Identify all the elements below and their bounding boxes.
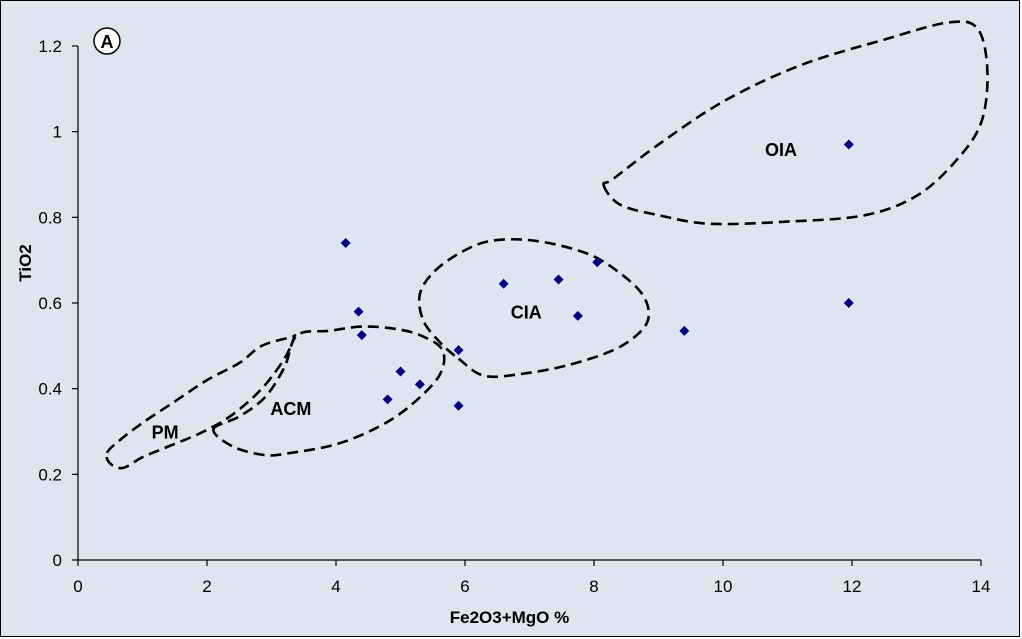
- data-point: [498, 278, 509, 289]
- data-point: [453, 345, 464, 356]
- data-point: [592, 257, 603, 268]
- region-boundary-acm: [212, 325, 446, 457]
- data-point: [395, 366, 406, 377]
- data-point: [843, 298, 854, 308]
- data-point: [553, 274, 564, 285]
- data-point: [382, 394, 393, 405]
- y-tick-label: 0.6: [38, 294, 62, 313]
- data-point: [340, 238, 351, 249]
- panel-label-badge: A: [93, 27, 121, 55]
- ticks-layer: 0 2 4 6 8 10 12 14 0 0.2 0.4 0.6 0.8 1 1.2: [38, 37, 990, 596]
- x-tick-label: 12: [843, 577, 862, 596]
- region-label-oia: OIA: [765, 140, 797, 160]
- y-tick-label: 1.2: [38, 37, 62, 56]
- x-tick-label: 4: [331, 577, 340, 596]
- panel-label: A: [101, 32, 114, 52]
- region-label-acm: ACM: [270, 399, 311, 419]
- y-tick-label: 1: [53, 123, 62, 142]
- x-tick-label: 10: [714, 577, 733, 596]
- x-tick-label: 0: [73, 577, 82, 596]
- region-label-cia: CIA: [511, 303, 542, 323]
- regions-layer: PM ACM CIA OIA: [105, 20, 989, 470]
- x-tick-label: 6: [460, 577, 469, 596]
- y-tick-label: 0.8: [38, 208, 62, 227]
- data-point: [453, 400, 464, 411]
- x-tick-label: 8: [589, 577, 598, 596]
- y-tick-label: 0.4: [38, 380, 62, 399]
- y-tick-label: 0.2: [38, 465, 62, 484]
- region-boundary-oia: [602, 20, 989, 226]
- region-boundary-cia: [417, 237, 651, 379]
- panel-label-circle: [93, 27, 121, 55]
- data-point: [679, 325, 690, 336]
- y-tick-label: 0: [53, 551, 62, 570]
- points-layer: [340, 139, 854, 411]
- x-tick-label: 14: [972, 577, 991, 596]
- data-point: [414, 379, 425, 390]
- data-point: [843, 139, 854, 150]
- y-axis-title: TiO2: [16, 244, 35, 281]
- region-boundary-pm: [105, 334, 297, 470]
- region-label-pm: PM: [152, 423, 179, 443]
- x-axis-title: Fe2O3+MgO %: [450, 608, 570, 627]
- data-point: [353, 306, 364, 317]
- x-tick-label: 2: [202, 577, 211, 596]
- data-point: [572, 310, 583, 321]
- data-point: [356, 330, 367, 341]
